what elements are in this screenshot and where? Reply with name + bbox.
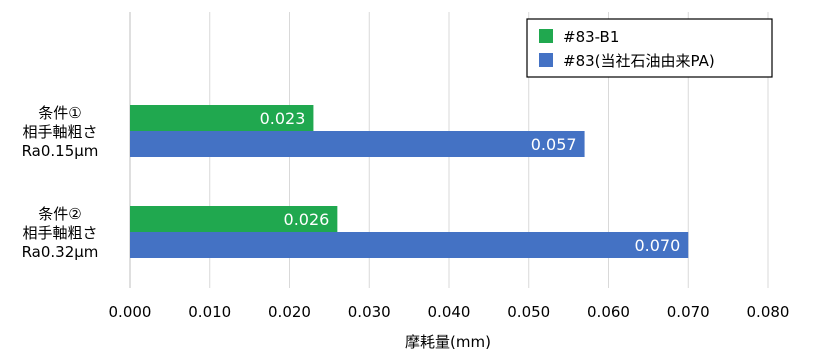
legend-box bbox=[526, 18, 773, 78]
data-labels: 0.023 0.057 0.026 0.070 bbox=[260, 109, 681, 255]
x-tick-label: 0.070 bbox=[667, 303, 710, 321]
category-label-line: 条件② bbox=[38, 205, 81, 223]
x-tick-label: 0.050 bbox=[507, 303, 550, 321]
legend-label: #83(当社石油由来PA) bbox=[563, 52, 715, 70]
x-tick-labels: 0.000 0.010 0.020 0.030 0.040 0.050 0.060 0.070… bbox=[109, 303, 790, 321]
bar bbox=[130, 206, 338, 232]
x-tick-label: 0.030 bbox=[348, 303, 391, 321]
category-label-line: 条件① bbox=[38, 104, 81, 122]
data-label: 0.057 bbox=[531, 135, 577, 154]
data-label: 0.023 bbox=[260, 109, 306, 128]
legend: #83-B1 #83(当社石油由来PA) bbox=[526, 18, 773, 78]
x-tick-label: 0.080 bbox=[747, 303, 790, 321]
x-axis-title: 摩耗量(mm) bbox=[405, 333, 491, 351]
legend-swatch bbox=[539, 29, 553, 43]
x-tick-label: 0.040 bbox=[428, 303, 471, 321]
legend-swatch bbox=[539, 53, 553, 67]
category-label-line: Ra0.15μm bbox=[22, 142, 99, 160]
category-label-line: 相手軸粗さ bbox=[22, 123, 97, 141]
legend-label: #83-B1 bbox=[563, 28, 619, 46]
bar bbox=[130, 232, 689, 258]
x-tick-label: 0.010 bbox=[188, 303, 231, 321]
data-label: 0.026 bbox=[284, 210, 330, 229]
bar bbox=[130, 131, 585, 157]
x-tick-label: 0.000 bbox=[109, 303, 152, 321]
category-label-line: 相手軸粗さ bbox=[22, 224, 97, 242]
x-tick-label: 0.020 bbox=[268, 303, 311, 321]
bar bbox=[130, 105, 314, 131]
data-label: 0.070 bbox=[634, 236, 680, 255]
category-label-line: Ra0.32μm bbox=[22, 243, 99, 261]
bars bbox=[130, 105, 689, 258]
x-tick-label: 0.060 bbox=[587, 303, 630, 321]
